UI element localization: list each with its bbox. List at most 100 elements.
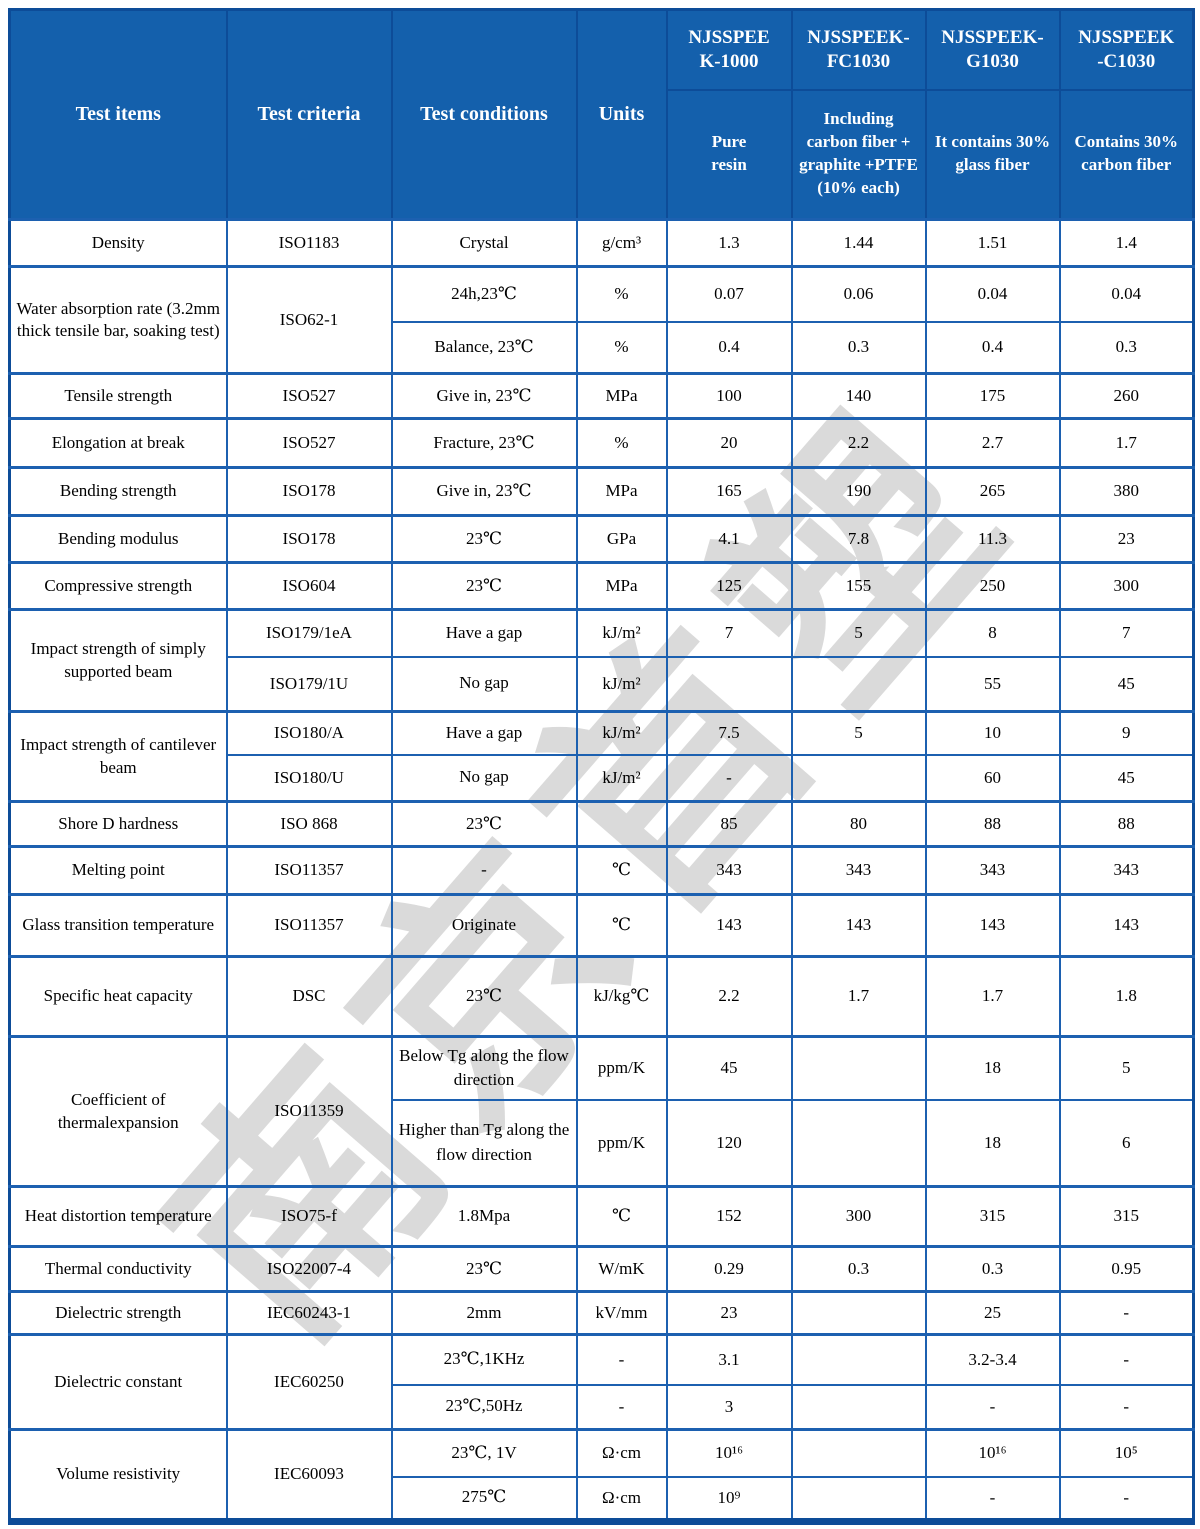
value-cell: 45 [1058, 655, 1195, 713]
value-cell: 18 [924, 1098, 1061, 1188]
value-cell: 143 [924, 893, 1061, 958]
table-row: Balance, 23℃% 0.4 0.3 0.4 0.3 [10, 320, 1195, 375]
criteria-cell: ISO604 [225, 561, 393, 611]
table-row: Bending strength ISO178 Give in, 23℃ MPa 165… [8, 466, 1195, 517]
value-cell: 0.29 [665, 1245, 793, 1293]
condition-cell: 23℃,50Hz [390, 1383, 578, 1431]
condition-cell: 23℃, 1V [390, 1428, 578, 1478]
value-cell [790, 753, 927, 803]
value-cell: 2.2 [665, 955, 793, 1038]
table-row: Bending modulus ISO178 23℃ GPa 4.1 7.8 11.3 23 [8, 514, 1195, 564]
value-cell: 45 [1058, 753, 1195, 803]
value-cell: 88 [924, 800, 1061, 848]
unit-cell: kV/mm [575, 1290, 668, 1336]
unit-cell: - [575, 1383, 668, 1431]
unit-cell: MPa [575, 561, 668, 611]
table-row: 23℃,50Hz -3- - [10, 1383, 1195, 1431]
unit-cell: ℃ [575, 845, 668, 896]
value-cell: 155 [790, 561, 927, 611]
value-cell [790, 1428, 927, 1478]
criteria-cell: ISO11357 [225, 893, 393, 958]
item-cell: Coefficient of thermalexpansion [8, 1035, 228, 1188]
value-cell: 175 [924, 372, 1061, 420]
criteria-cell: ISO179/1U [225, 655, 393, 713]
item-cell: Compressive strength [8, 561, 228, 611]
value-cell: 125 [665, 561, 793, 611]
condition-cell: 23℃ [390, 514, 578, 564]
value-cell: 0.4 [665, 320, 793, 375]
header-test-criteria: Test criteria [225, 8, 393, 221]
value-cell [790, 1383, 927, 1431]
value-cell: 3.1 [665, 1333, 793, 1386]
value-cell: 18 [924, 1035, 1061, 1101]
table-row: Density ISO1183 Crystal g/cm³ 1.3 1.44 1.51 1.4 [8, 218, 1195, 268]
value-cell: 343 [1058, 845, 1195, 896]
value-cell: 2.7 [924, 417, 1061, 469]
value-cell: - [1058, 1333, 1195, 1386]
value-cell: 300 [790, 1185, 927, 1248]
value-cell: 7 [1058, 608, 1195, 658]
condition-cell: Have a gap [390, 608, 578, 658]
value-cell: 1.51 [924, 218, 1061, 268]
unit-cell: MPa [575, 466, 668, 517]
condition-cell: No gap [390, 655, 578, 713]
condition-cell: Fracture, 23℃ [390, 417, 578, 469]
table-row: Elongation at break ISO527 Fracture, 23℃% 2… [8, 417, 1195, 469]
table-row: Impact strength of simply supported beam… [8, 608, 1195, 713]
value-cell: - [924, 1383, 1061, 1431]
value-cell: 0.3 [924, 1245, 1061, 1293]
table-row: 275℃ Ω·cm 10⁹ - - [10, 1475, 1195, 1523]
value-cell: 23 [1058, 514, 1195, 564]
table-row: Specific heat capacity DSC 23℃ kJ/kg℃ 2.2 1.7… [8, 955, 1195, 1038]
value-cell: 1.44 [790, 218, 927, 268]
value-cell: 143 [665, 893, 793, 958]
item-cell: Elongation at break [8, 417, 228, 469]
value-cell: 250 [924, 561, 1061, 611]
unit-cell: GPa [575, 514, 668, 564]
criteria-cell: ISO178 [225, 466, 393, 517]
table-row: Compressive strength ISO604 23℃ MPa 125 155 25… [8, 561, 1195, 611]
table-row: ISO179/1U No gap kJ/m² 55 45 [10, 655, 1195, 713]
value-cell: 3.2-3.4 [924, 1333, 1061, 1386]
unit-cell: kJ/m² [575, 608, 668, 658]
value-cell: 0.3 [790, 1245, 927, 1293]
product-name-g1030: NJSSPEEK- G1030 [924, 8, 1061, 91]
item-cell: Impact strength of cantilever beam [8, 710, 228, 803]
unit-cell: kJ/kg℃ [575, 955, 668, 1038]
value-cell: 10¹⁶ [924, 1428, 1061, 1478]
value-cell: 6 [1058, 1098, 1195, 1188]
value-cell: 300 [1058, 561, 1195, 611]
condition-cell: 23℃ [390, 1245, 578, 1293]
unit-cell: kJ/m² [575, 655, 668, 713]
unit-cell: - [575, 1333, 668, 1386]
value-cell: 260 [1058, 372, 1195, 420]
table-row: Impact strength of cantilever beam ISO180… [8, 710, 1195, 803]
condition-cell: 2mm [390, 1290, 578, 1336]
value-cell: 1.4 [1058, 218, 1195, 268]
item-cell: Shore D hardness [8, 800, 228, 848]
value-cell: 100 [665, 372, 793, 420]
value-cell: 88 [1058, 800, 1195, 848]
product-desc-g1030: It contains 30% glass fiber [924, 88, 1061, 221]
product-name-fc1030: NJSSPEEK- FC1030 [790, 8, 927, 91]
criteria-cell: ISO180/U [225, 753, 393, 803]
condition-cell: Below Tg along the flow direction [390, 1035, 578, 1101]
criteria-cell: ISO180/A [225, 710, 393, 756]
header-test-items: Test items [8, 8, 228, 221]
criteria-cell: DSC [225, 955, 393, 1038]
condition-cell: Have a gap [390, 710, 578, 756]
product-name-k1000: NJSSPEE K-1000 [665, 8, 793, 91]
value-cell: 5 [790, 710, 927, 756]
condition-cell: 23℃ [390, 561, 578, 611]
condition-cell: 275℃ [390, 1475, 578, 1523]
value-cell: 45 [665, 1035, 793, 1101]
value-cell: 1.7 [790, 955, 927, 1038]
value-cell: 5 [790, 608, 927, 658]
criteria-cell: ISO1183 [225, 218, 393, 268]
value-cell: - [924, 1475, 1061, 1523]
value-cell [790, 1333, 927, 1386]
criteria-cell: ISO11357 [225, 845, 393, 896]
item-cell: Heat distortion temperature [8, 1185, 228, 1248]
criteria-cell: ISO75-f [225, 1185, 393, 1248]
table-row: Dielectric constant IEC60250 23℃,1KHz -3.1 3… [8, 1333, 1195, 1431]
